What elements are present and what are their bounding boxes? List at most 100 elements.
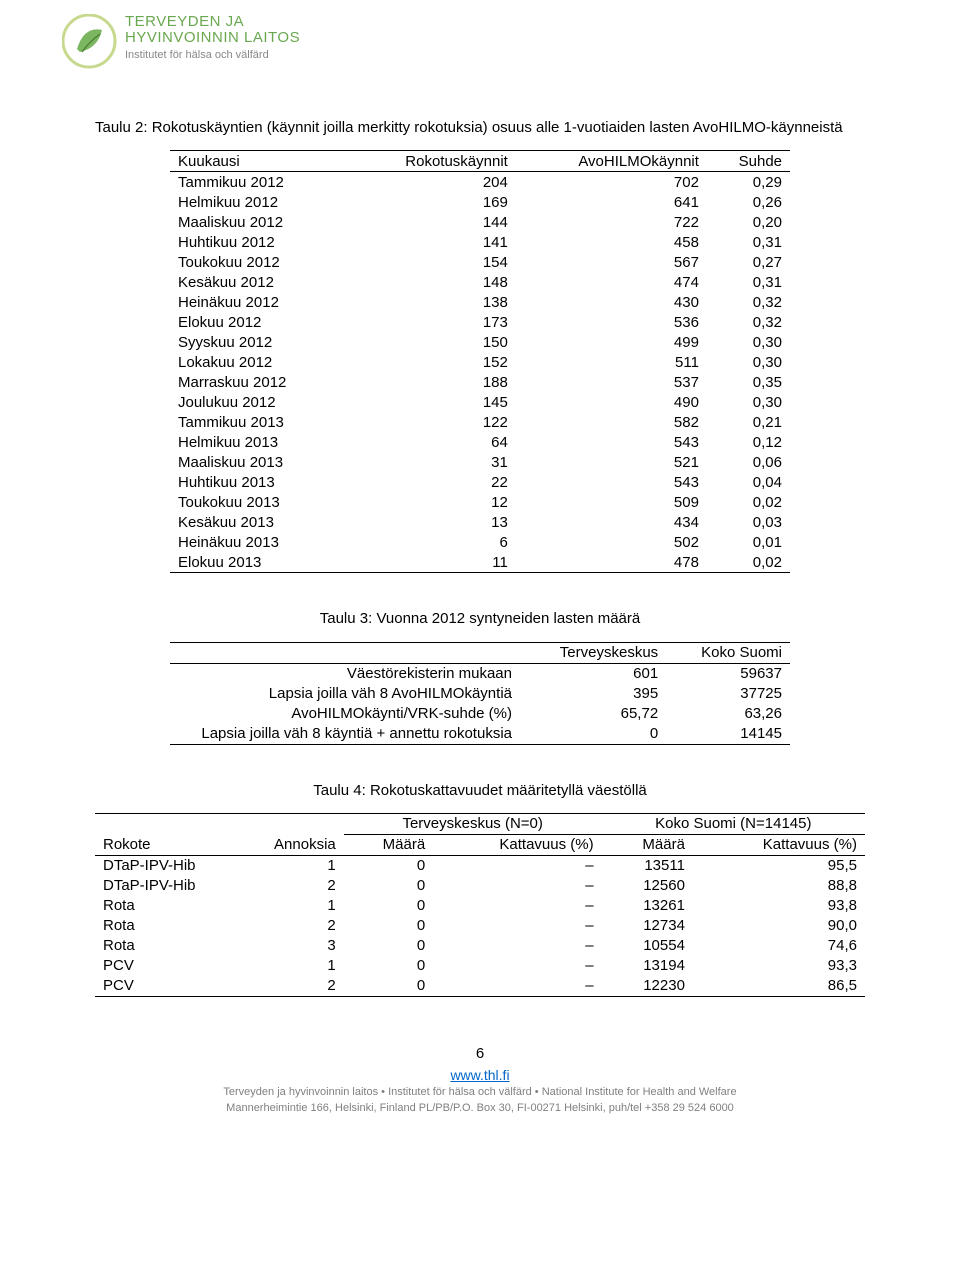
table-cell: – — [433, 876, 601, 896]
table-cell: Elokuu 2012 — [170, 312, 350, 332]
table-cell: 154 — [350, 252, 516, 272]
table-cell: 152 — [350, 352, 516, 372]
table-cell: 148 — [350, 272, 516, 292]
table-cell: 0 — [344, 876, 433, 896]
table-cell: 12 — [350, 492, 516, 512]
table4: Terveyskeskus (N=0) Koko Suomi (N=14145)… — [95, 813, 865, 997]
table-cell: 0,30 — [707, 332, 790, 352]
table-cell: Syyskuu 2012 — [170, 332, 350, 352]
table-cell: Heinäkuu 2012 — [170, 292, 350, 312]
table2-caption: Taulu 2: Rokotuskäyntien (käynnit joilla… — [95, 118, 865, 138]
table-cell: – — [433, 855, 601, 876]
t4-h3: Kattavuus (%) — [433, 834, 601, 855]
t2-h3: Suhde — [707, 151, 790, 172]
table2: Kuukausi Rokotuskäynnit AvoHILMOkäynnit … — [170, 150, 790, 573]
table-cell: 0,31 — [707, 232, 790, 252]
leaf-icon — [62, 14, 117, 69]
table-cell: 582 — [516, 412, 707, 432]
footer-url[interactable]: www.thl.fi — [450, 1067, 509, 1083]
table-cell: Toukokuu 2012 — [170, 252, 350, 272]
table-cell: 204 — [350, 172, 516, 193]
table-cell: PCV — [95, 976, 225, 997]
table-cell: 37725 — [666, 684, 790, 704]
table-cell: 543 — [516, 472, 707, 492]
table-cell: Maaliskuu 2013 — [170, 452, 350, 472]
table-cell: 2 — [225, 976, 344, 997]
table-cell: – — [433, 976, 601, 997]
table-cell: 122 — [350, 412, 516, 432]
table-cell: DTaP-IPV-Hib — [95, 855, 225, 876]
table-cell: Tammikuu 2012 — [170, 172, 350, 193]
table-cell: 0 — [344, 956, 433, 976]
table-cell: – — [433, 896, 601, 916]
t3-h1: Terveyskeskus — [520, 642, 666, 663]
table-cell: 0 — [344, 936, 433, 956]
table-cell: 74,6 — [693, 936, 865, 956]
table-cell: – — [433, 916, 601, 936]
table-cell: 521 — [516, 452, 707, 472]
table-cell: 6 — [350, 532, 516, 552]
table-cell: 536 — [516, 312, 707, 332]
table-cell: – — [433, 956, 601, 976]
footer: www.thl.fi Terveyden ja hyvinvoinnin lai… — [95, 1066, 865, 1116]
table-cell: 12734 — [602, 916, 693, 936]
table-cell: Toukokuu 2013 — [170, 492, 350, 512]
table-cell: 499 — [516, 332, 707, 352]
table-cell: 0,35 — [707, 372, 790, 392]
t4-group-right: Koko Suomi (N=14145) — [602, 813, 865, 834]
table-cell: 2 — [225, 916, 344, 936]
table-cell: 13261 — [602, 896, 693, 916]
t4-h5: Kattavuus (%) — [693, 834, 865, 855]
t2-h1: Rokotuskäynnit — [350, 151, 516, 172]
table-cell: 64 — [350, 432, 516, 452]
table-cell: 0,32 — [707, 292, 790, 312]
table-cell: 430 — [516, 292, 707, 312]
t2-h2: AvoHILMOkäynnit — [516, 151, 707, 172]
table-cell: 13511 — [602, 855, 693, 876]
table-cell: 0 — [344, 896, 433, 916]
table-cell: 0,06 — [707, 452, 790, 472]
table-cell: Lokakuu 2012 — [170, 352, 350, 372]
table-cell: 86,5 — [693, 976, 865, 997]
table-cell: 0,21 — [707, 412, 790, 432]
table-cell: 88,8 — [693, 876, 865, 896]
table-cell: 173 — [350, 312, 516, 332]
table-cell: AvoHILMOkäynti/VRK-suhde (%) — [170, 704, 520, 724]
table-cell: 502 — [516, 532, 707, 552]
table-cell: 0,02 — [707, 552, 790, 573]
table-cell: Huhtikuu 2012 — [170, 232, 350, 252]
table-cell: 601 — [520, 663, 666, 684]
table4-caption: Taulu 4: Rokotuskattavuudet määritetyllä… — [95, 781, 865, 801]
table-cell: 434 — [516, 512, 707, 532]
table-cell: Helmikuu 2013 — [170, 432, 350, 452]
table-cell: 2 — [225, 876, 344, 896]
table-cell: 95,5 — [693, 855, 865, 876]
logo-line3: Institutet för hälsa och välfärd — [125, 50, 300, 62]
table-cell: 0 — [344, 976, 433, 997]
t3-h2: Koko Suomi — [666, 642, 790, 663]
table-cell: Lapsia joilla väh 8 AvoHILMOkäyntiä — [170, 684, 520, 704]
table-cell: 169 — [350, 192, 516, 212]
table-cell: Väestörekisterin mukaan — [170, 663, 520, 684]
table-cell: 0 — [344, 916, 433, 936]
table-cell: 90,0 — [693, 916, 865, 936]
table-cell: 3 — [225, 936, 344, 956]
table-cell: Heinäkuu 2013 — [170, 532, 350, 552]
page-number: 6 — [95, 1045, 865, 1062]
table-cell: 188 — [350, 372, 516, 392]
table-cell: Rota — [95, 896, 225, 916]
table3-caption: Taulu 3: Vuonna 2012 syntyneiden lasten … — [95, 609, 865, 629]
table-cell: 0,27 — [707, 252, 790, 272]
table-cell: 0 — [344, 855, 433, 876]
t4-h4: Määrä — [602, 834, 693, 855]
table-cell: 0,30 — [707, 352, 790, 372]
table-cell: 490 — [516, 392, 707, 412]
table-cell: 543 — [516, 432, 707, 452]
org-logo: TERVEYDEN JA HYVINVOINNIN LAITOS Institu… — [62, 14, 300, 69]
table-cell: 537 — [516, 372, 707, 392]
table-cell: 722 — [516, 212, 707, 232]
table-cell: 14145 — [666, 724, 790, 745]
table-cell: 93,3 — [693, 956, 865, 976]
footer-line1: Terveyden ja hyvinvoinnin laitos • Insti… — [223, 1086, 736, 1098]
table-cell: Maaliskuu 2012 — [170, 212, 350, 232]
